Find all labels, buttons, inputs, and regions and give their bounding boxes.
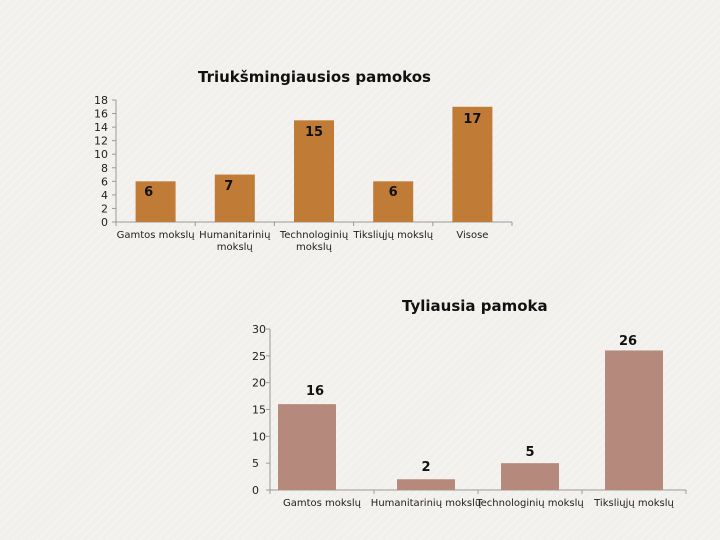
chart1-y-tick-label: 18 [94, 94, 108, 107]
chart1-data-label: 6 [144, 185, 153, 200]
chart2-category-label: Gamtos mokslų [283, 498, 362, 509]
chart2-y-tick-label: 0 [252, 484, 259, 497]
chart2-y-tick-label: 25 [252, 350, 266, 363]
chart1-y-tick-label: 0 [101, 216, 108, 229]
chart1-y-tick-label: 12 [94, 135, 108, 148]
chart2-data-label: 26 [619, 334, 637, 349]
chart2-data-label: 2 [421, 460, 430, 475]
chart1-data-label: 15 [305, 125, 323, 140]
chart2-data-label: 16 [306, 384, 324, 399]
chart1-y-tick-label: 4 [101, 189, 108, 202]
chart2-category-label: Humanitarinių mokslų [371, 498, 482, 509]
chart2-y-tick-label: 15 [252, 404, 266, 417]
chart1-category-label: Tiksliųjų mokslų [352, 230, 433, 241]
chart2-bar [605, 350, 663, 490]
chart1-y-tick-label: 2 [101, 202, 108, 215]
chart2-category-label: Tiksliųjų mokslų [593, 498, 674, 509]
chart1-category-label: mokslų [296, 242, 333, 253]
chart1-category-label: Humanitarinių [199, 230, 271, 241]
chart1-y-tick-label: 8 [101, 162, 108, 175]
chart1-bar [373, 181, 414, 222]
chart1-y-tick-label: 16 [94, 108, 108, 121]
chart1-category-label: mokslų [217, 242, 254, 253]
chart1-y-tick-label: 6 [101, 175, 108, 188]
chart1-data-label: 6 [389, 185, 398, 200]
chart2-bar [278, 404, 336, 490]
chart1-data-label: 17 [463, 112, 481, 127]
chart1-title: Triukšmingiausios pamokos [198, 68, 431, 86]
chart1-category-label: Technologinių [279, 230, 349, 241]
chart2-y-tick-label: 30 [252, 323, 266, 336]
chart2-data-label: 5 [525, 445, 534, 460]
chart2-y-tick-label: 10 [252, 430, 266, 443]
chart1-bar [294, 120, 334, 222]
chart1-data-label: 7 [224, 179, 233, 194]
chart2-bar [501, 463, 559, 490]
chart1-bar [452, 106, 493, 222]
chart1-bar [135, 181, 176, 222]
chart2-title: Tyliausia pamoka [402, 297, 548, 315]
chart2-category-label: Technologinių mokslų [475, 498, 584, 509]
chart2-y-tick-label: 20 [252, 377, 266, 390]
chart1-y-tick-label: 14 [94, 121, 108, 134]
chart1-y-tick-label: 10 [94, 148, 108, 161]
chart1-bar [214, 174, 255, 222]
chart1-category-label: Gamtos mokslų [117, 230, 196, 241]
chart2-y-tick-label: 5 [252, 457, 259, 470]
chart2-bar [397, 479, 455, 490]
chart1-category-label: Visose [456, 230, 488, 241]
